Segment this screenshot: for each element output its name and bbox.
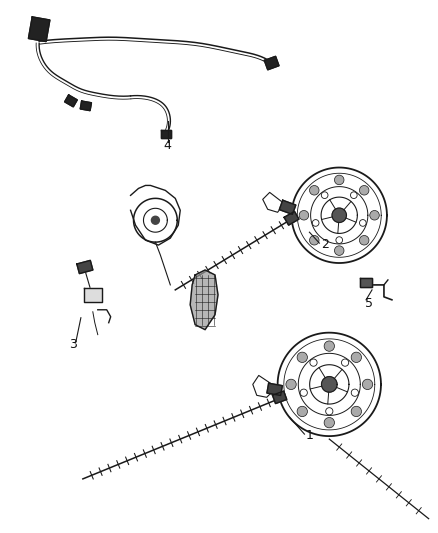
Polygon shape [360,278,372,287]
Circle shape [310,185,319,195]
Circle shape [336,237,343,244]
Circle shape [360,236,369,245]
Polygon shape [190,270,218,330]
Circle shape [297,352,307,362]
Circle shape [360,185,369,195]
Text: 3: 3 [69,337,77,351]
Polygon shape [84,288,102,302]
Circle shape [321,377,337,392]
Circle shape [299,211,309,220]
Polygon shape [65,95,77,107]
Circle shape [342,359,349,366]
Polygon shape [272,391,287,403]
Circle shape [370,211,379,220]
Circle shape [324,417,335,428]
Circle shape [332,208,346,222]
Circle shape [351,352,361,362]
Circle shape [351,406,361,417]
Text: 2: 2 [321,238,329,251]
Text: 5: 5 [365,297,373,310]
Polygon shape [77,261,93,273]
Polygon shape [265,56,279,70]
Polygon shape [28,17,50,42]
Circle shape [312,220,319,227]
Circle shape [351,389,358,397]
Circle shape [286,379,296,390]
Text: 1: 1 [305,429,313,442]
Circle shape [326,408,333,415]
Circle shape [324,341,335,351]
Polygon shape [161,130,171,138]
Circle shape [335,175,344,185]
Circle shape [310,359,317,366]
Circle shape [310,236,319,245]
Circle shape [297,406,307,417]
Circle shape [335,246,344,255]
Polygon shape [279,200,296,214]
Circle shape [362,379,373,390]
Polygon shape [80,101,92,111]
Circle shape [321,192,328,198]
Circle shape [152,216,159,224]
Polygon shape [267,383,283,395]
Circle shape [350,192,357,198]
Polygon shape [284,212,299,225]
Text: 4: 4 [163,139,171,151]
Circle shape [300,389,307,397]
Circle shape [360,220,366,227]
